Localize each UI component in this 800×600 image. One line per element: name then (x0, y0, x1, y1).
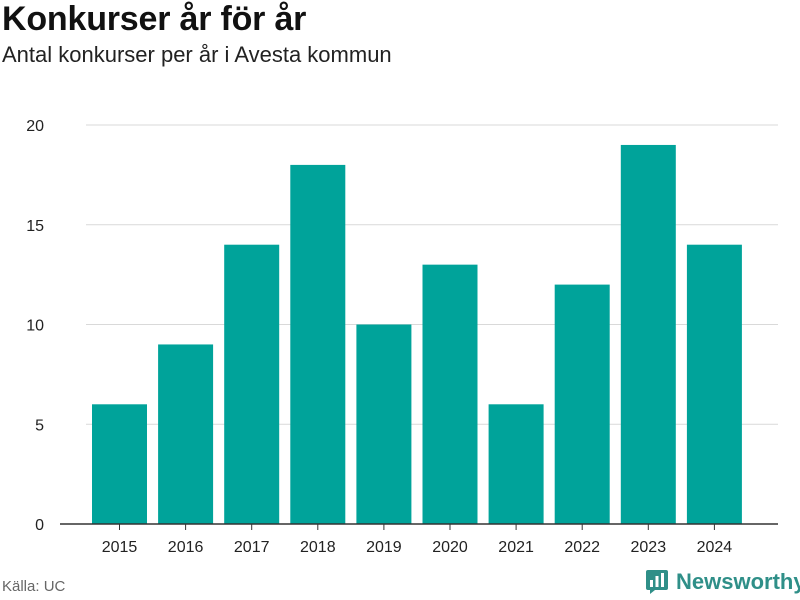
x-tick-label: 2020 (432, 539, 468, 556)
bar-2022 (554, 284, 610, 524)
x-tick-label: 2023 (631, 539, 667, 556)
y-tick-label: 0 (35, 517, 44, 534)
bar-2023 (620, 144, 676, 524)
x-axis-tick-labels: 2015 2016 2017 2018 2019 2020 2021 2022 2023 2024 (102, 524, 733, 556)
bar-2016 (158, 344, 214, 524)
y-axis-tick-labels: 0 5 10 15 20 (26, 118, 44, 534)
bar-chart-logo-icon (646, 570, 668, 594)
brand-logo: Newsworthy (645, 569, 800, 595)
y-tick-label: 20 (26, 118, 44, 135)
bar-2024 (686, 244, 742, 524)
bar-2020 (422, 264, 478, 524)
bar-2021 (488, 404, 544, 524)
bar-2015 (92, 404, 147, 524)
source-note: Källa: UC (2, 578, 66, 595)
bar-2019 (356, 324, 412, 524)
x-tick-label: 2021 (498, 539, 534, 556)
bar-2017 (224, 244, 280, 524)
y-tick-label: 5 (35, 417, 44, 434)
y-tick-label: 10 (26, 318, 44, 335)
chart-subtitle: Antal konkurser per år i Avesta kommun (2, 42, 392, 67)
x-tick-label: 2018 (300, 539, 336, 556)
x-tick-label: 2019 (366, 539, 402, 556)
chart-title: Konkurser år för år (2, 0, 307, 38)
brand-name: Newsworthy (676, 569, 800, 594)
x-tick-label: 2022 (564, 539, 600, 556)
bar-2018 (290, 164, 346, 524)
x-tick-label: 2016 (168, 539, 204, 556)
x-tick-label: 2024 (697, 539, 733, 556)
x-tick-label: 2015 (102, 539, 138, 556)
y-tick-label: 15 (26, 218, 44, 235)
x-tick-label: 2017 (234, 539, 270, 556)
bars (92, 144, 742, 524)
